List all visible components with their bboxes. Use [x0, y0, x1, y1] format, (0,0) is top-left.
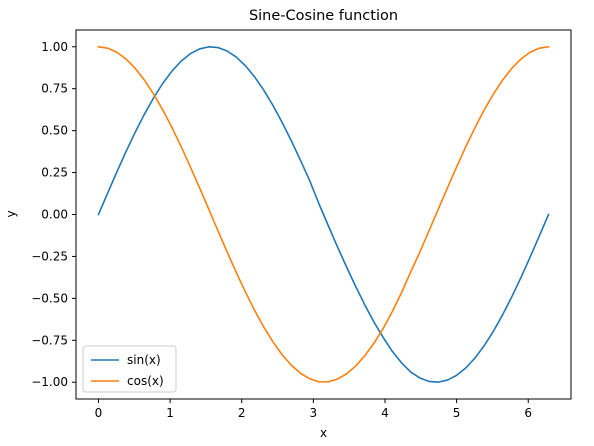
- y-tick-label: −0.50: [31, 291, 68, 305]
- x-ticks: 0 1 2 3 4 5 6: [95, 399, 532, 420]
- y-tick-label: 0.50: [41, 124, 68, 138]
- x-tick-label: 0: [95, 406, 103, 420]
- x-tick-label: 6: [524, 406, 532, 420]
- x-axis-label: x: [320, 426, 327, 440]
- y-tick-label: −1.00: [31, 375, 68, 389]
- y-axis-label: y: [4, 210, 18, 217]
- legend: sin(x) cos(x): [82, 345, 177, 393]
- y-tick-label: −0.25: [31, 249, 68, 263]
- y-tick-label: −0.75: [31, 333, 68, 347]
- chart-title: Sine-Cosine function: [249, 8, 398, 24]
- y-tick-label: 0.00: [41, 208, 68, 222]
- legend-label-0: sin(x): [127, 353, 161, 367]
- series-line-1: [97, 45, 550, 383]
- y-tick-label: 1.00: [41, 40, 68, 54]
- x-tick-label: 5: [453, 406, 461, 420]
- y-tick-label: 0.75: [41, 82, 68, 96]
- x-tick-label: 1: [166, 406, 174, 420]
- y-tick-label: 0.25: [41, 166, 68, 180]
- plot-lines: [97, 45, 550, 383]
- x-tick-label: 2: [238, 406, 246, 420]
- x-tick-label: 4: [381, 406, 389, 420]
- series-line-0: [97, 46, 550, 383]
- legend-label-1: cos(x): [127, 374, 164, 388]
- x-tick-label: 3: [310, 406, 318, 420]
- y-ticks: −1.00 −0.75 −0.50 −0.25 0.00 0.25 0.50 0.75 1.00: [31, 40, 76, 389]
